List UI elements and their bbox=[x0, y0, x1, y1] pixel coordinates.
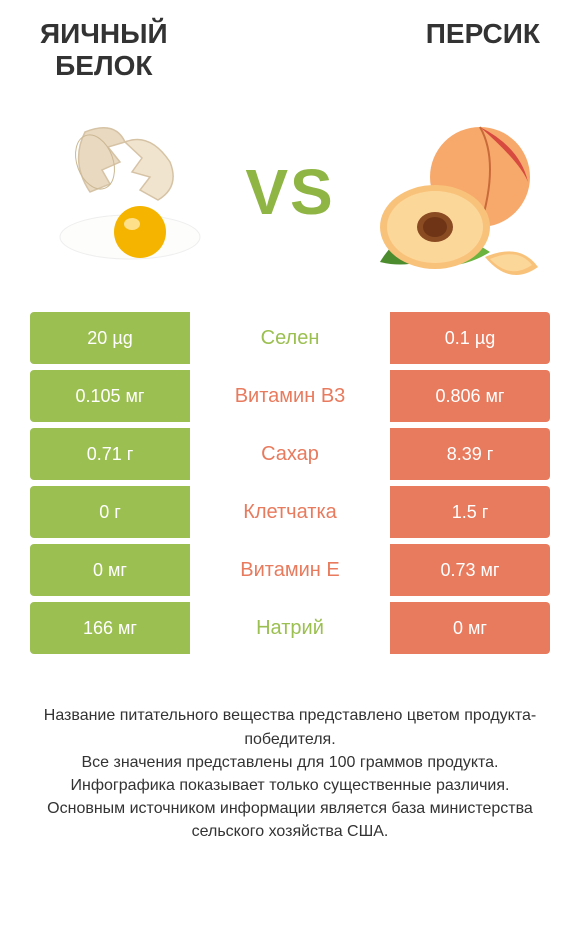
right-value-cell: 0 мг bbox=[390, 602, 550, 654]
left-product-image bbox=[30, 92, 230, 292]
footer-line: Все значения представлены для 100 граммо… bbox=[26, 751, 554, 774]
right-value-cell: 0.806 мг bbox=[390, 370, 550, 422]
right-value-cell: 1.5 г bbox=[390, 486, 550, 538]
right-value-cell: 0.73 мг bbox=[390, 544, 550, 596]
nutrient-name: Клетчатка bbox=[190, 486, 390, 538]
table-row: 0.71 гСахар8.39 г bbox=[30, 428, 550, 480]
nutrient-name: Натрий bbox=[190, 602, 390, 654]
table-row: 166 мгНатрий0 мг bbox=[30, 602, 550, 654]
left-value-cell: 0 мг bbox=[30, 544, 190, 596]
footer-line: Название питательного вещества представл… bbox=[26, 704, 554, 750]
right-value-cell: 8.39 г bbox=[390, 428, 550, 480]
left-value-cell: 0.71 г bbox=[30, 428, 190, 480]
right-product-image bbox=[350, 92, 550, 292]
table-row: 0.105 мгВитамин B30.806 мг bbox=[30, 370, 550, 422]
left-value-cell: 0 г bbox=[30, 486, 190, 538]
image-row: VS bbox=[0, 82, 580, 312]
nutrient-name: Сахар bbox=[190, 428, 390, 480]
footer-line: Основным источником информации является … bbox=[26, 797, 554, 843]
left-value-cell: 20 µg bbox=[30, 312, 190, 364]
nutrient-name: Витамин B3 bbox=[190, 370, 390, 422]
right-value-cell: 0.1 µg bbox=[390, 312, 550, 364]
footer-notes: Название питательного вещества представл… bbox=[0, 654, 580, 843]
left-value-cell: 166 мг bbox=[30, 602, 190, 654]
comparison-table: 20 µgСелен0.1 µg 0.105 мгВитамин B30.806 … bbox=[0, 312, 580, 654]
left-product-title: ЯИЧНЫЙ БЕЛОК bbox=[40, 18, 168, 82]
footer-line: Инфографика показывает только существенн… bbox=[26, 774, 554, 797]
nutrient-name: Селен bbox=[190, 312, 390, 364]
header: ЯИЧНЫЙ БЕЛОК ПЕРСИК bbox=[0, 0, 580, 82]
table-row: 0 гКлетчатка1.5 г bbox=[30, 486, 550, 538]
table-row: 0 мгВитамин E0.73 мг bbox=[30, 544, 550, 596]
vs-label: VS bbox=[245, 155, 334, 229]
right-product-title: ПЕРСИК bbox=[426, 18, 540, 50]
left-value-cell: 0.105 мг bbox=[30, 370, 190, 422]
table-row: 20 µgСелен0.1 µg bbox=[30, 312, 550, 364]
nutrient-name: Витамин E bbox=[190, 544, 390, 596]
